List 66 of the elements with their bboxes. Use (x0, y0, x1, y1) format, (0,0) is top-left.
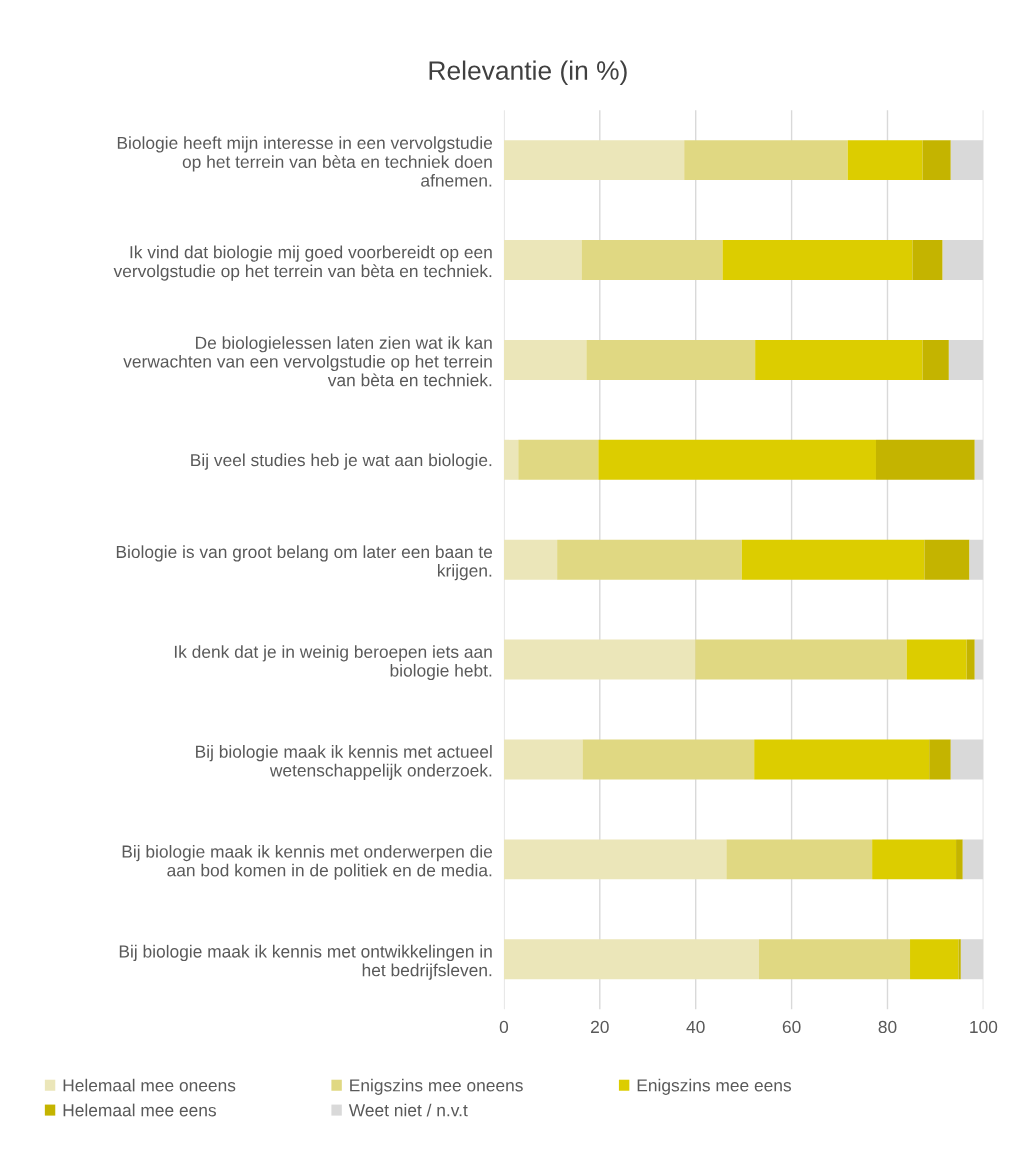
y-tick-label: Biologie is van groot belang om later een baan te krijgen. (116, 545, 493, 581)
bar (741, 539, 925, 580)
bar (503, 140, 685, 181)
bar (958, 939, 961, 980)
bar (974, 439, 984, 480)
legend-label: Helemaal mee oneens (63, 1078, 236, 1092)
y-tick-label: Bij biologie maak ik kennis met actueel wetenschappelijk onderzoek. (196, 745, 492, 780)
bar (503, 639, 696, 680)
bar (948, 339, 984, 380)
y-tick-label: Ik denk dat je in weinig beroepen iets aan biologie hebt. (174, 645, 492, 681)
bar (847, 140, 923, 181)
legend-label: Enigszins mee oneens (350, 1078, 523, 1095)
x-tick-label: 60 (782, 1020, 801, 1034)
bar (962, 839, 984, 880)
x-tick-label: 100 (970, 1020, 998, 1034)
bar (503, 739, 583, 780)
bar (586, 339, 756, 380)
bar (581, 240, 723, 281)
bar (922, 140, 951, 181)
legend-label: Weet niet / n.v.t (348, 1103, 468, 1117)
bar (695, 639, 907, 680)
bar (942, 240, 984, 281)
legend-label: Enigszins mee eens (637, 1078, 792, 1095)
bar (503, 439, 519, 480)
y-tick-label: De biologielessen laten zien wat ik kan verwachten van een vervolgstudie op het terrein van bèta en techniek. (123, 336, 492, 387)
bar (950, 739, 984, 780)
bar (924, 539, 970, 580)
bar (872, 839, 957, 880)
bar (755, 339, 923, 380)
bar (974, 639, 984, 680)
bar (722, 240, 913, 281)
bar (598, 439, 876, 480)
legend-label: Helemaal mee eens (63, 1103, 216, 1117)
y-tick-label: Ik vind dat biologie mij goed voorbereidt op een vervolgstudie op het terrein van bèta en techniek. (113, 245, 492, 281)
bar (956, 839, 963, 880)
bar (557, 539, 742, 580)
y-tick-label: Bij veel studies heb je wat aan biologie. (191, 453, 492, 470)
bar (503, 339, 587, 380)
bar (906, 639, 967, 680)
bar (518, 439, 599, 480)
y-tick-label: Biologie heeft mijn interesse in een vervolgstudie op het terrein van bèta en techniek doen afnemen. (117, 136, 493, 187)
bar (503, 839, 727, 880)
bar (966, 639, 975, 680)
bar (960, 939, 984, 980)
x-tick-label: 20 (591, 1020, 609, 1034)
chart-title: Relevantie (in %) (429, 60, 627, 86)
y-tick-label: Bij biologie maak ik kennis met ontwikkelingen in het bedrijfsleven. (119, 944, 492, 980)
x-tick-label: 40 (686, 1020, 705, 1034)
bar (503, 240, 582, 281)
y-tick-label: Bij biologie maak ik kennis met onderwerpen die aan bod komen in de politiek en de media. (122, 844, 493, 880)
bar (910, 939, 959, 980)
bar (503, 939, 759, 980)
bar (922, 339, 949, 380)
bar (912, 240, 943, 281)
x-tick-label: 80 (878, 1020, 897, 1034)
x-tick-label: 0 (499, 1020, 509, 1034)
bar (726, 839, 873, 880)
bar (582, 739, 755, 780)
bar (503, 539, 558, 580)
bar (929, 739, 951, 780)
bar (758, 939, 911, 980)
bar (969, 539, 984, 580)
bar (950, 140, 984, 181)
bar (754, 739, 930, 780)
bar (684, 140, 848, 181)
bar (875, 439, 975, 480)
